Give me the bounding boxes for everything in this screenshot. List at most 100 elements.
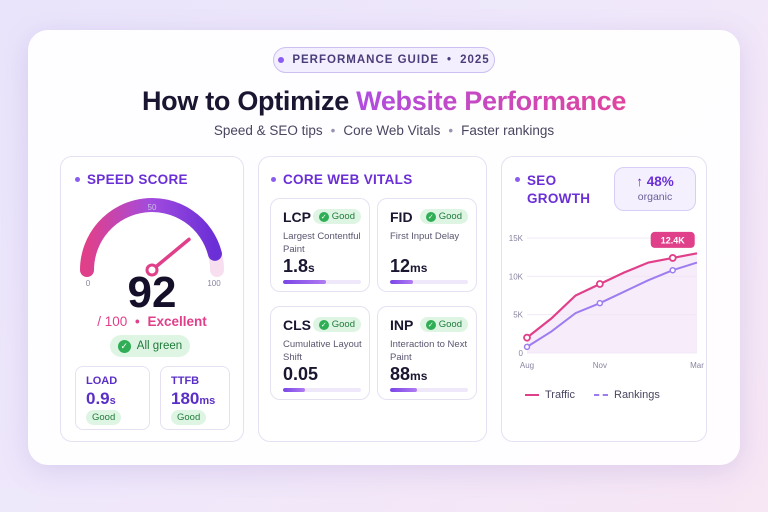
traffic-line: [526, 252, 698, 339]
vital-number: 12: [390, 256, 411, 276]
score-rating-text: Excellent: [147, 314, 207, 329]
vital-card-cls: CLS ✓ Good Cumulative Layout Shift 0.05: [270, 306, 370, 400]
traffic-point: [523, 333, 531, 342]
load-status-badge: Good: [86, 410, 122, 425]
rankings-point: [523, 343, 531, 351]
vital-progress-bar: [283, 388, 361, 392]
load-unit: s: [109, 395, 116, 407]
ttfb-number: 180: [171, 389, 200, 408]
vital-progress-fill: [390, 280, 414, 284]
core-web-vitals-title: CORE WEB VITALS: [271, 172, 413, 187]
speed-score-title-text: SPEED SCORE: [87, 172, 188, 187]
vital-description: Cumulative Layout Shift: [283, 339, 362, 363]
gauge-hub: [145, 263, 159, 277]
vital-progress-fill: [390, 388, 418, 392]
organic-growth-badge: ↑ 48% organic: [614, 167, 696, 211]
x-tick-label: Nov: [593, 361, 607, 370]
check-icon: ✓: [318, 319, 329, 330]
check-icon: ✓: [425, 211, 436, 222]
pill-year: 2025: [460, 54, 490, 66]
vital-status-badge: ✓ Good: [312, 209, 361, 224]
speed-gauge: 50 0 100: [80, 198, 224, 288]
ttfb-label: TTFB: [171, 375, 200, 387]
title-dot-icon: [515, 177, 520, 182]
organic-change-value: 48%: [646, 174, 674, 189]
vital-value: 88ms: [390, 364, 427, 385]
seo-growth-title: SEO GROWTH: [515, 172, 590, 208]
title-accent: Website Performance: [356, 86, 627, 116]
arrow-up-icon: ↑: [636, 174, 643, 189]
vital-name: INP: [390, 317, 414, 333]
vital-card-inp: INP ✓ Good Interaction to Next Paint 88ms: [377, 306, 477, 400]
vital-progress-bar: [283, 280, 361, 284]
load-label: LOAD: [86, 375, 118, 387]
speed-score-rating: / 100 • Excellent: [97, 314, 207, 329]
seo-title-line2: GROWTH: [527, 191, 591, 206]
subtitle-item: Speed & SEO tips: [213, 123, 323, 138]
vital-status-text: Good: [438, 211, 462, 222]
y-tick-label: 10K: [509, 272, 524, 281]
pill-label: PERFORMANCE GUIDE: [292, 54, 440, 66]
subtitle-item: Faster rankings: [461, 123, 555, 138]
gauge-max-label: 100: [207, 279, 221, 288]
title-plain: How to Optimize: [141, 86, 357, 116]
x-tick-label: Aug: [520, 361, 534, 370]
traffic-point: [668, 254, 677, 262]
core-web-vitals-title-text: CORE WEB VITALS: [283, 172, 413, 187]
vital-number: 1.8: [283, 256, 309, 276]
vital-status-badge: ✓ Good: [312, 317, 361, 332]
vital-card-lcp: LCP ✓ Good Largest Contentful Paint 1.8s: [270, 198, 370, 292]
legend-traffic: Traffic: [525, 389, 575, 401]
vital-description: Interaction to Next Paint: [390, 339, 468, 363]
ttfb-metric-card: TTFB 180ms Good: [160, 366, 230, 430]
ttfb-status-badge: Good: [171, 410, 207, 425]
seo-title-line1: SEO: [527, 173, 557, 188]
gauge-fill: [80, 198, 222, 277]
vital-description: First Input Delay: [390, 231, 460, 242]
check-icon: ✓: [318, 211, 329, 222]
seo-title-text: SEO GROWTH: [527, 172, 590, 208]
category-pill: PERFORMANCE GUIDE • 2025: [273, 47, 495, 73]
vital-unit: ms: [410, 369, 428, 383]
vital-progress-fill: [283, 280, 326, 284]
vital-unit: s: [308, 261, 315, 275]
ttfb-unit: ms: [199, 395, 216, 407]
gauge-needle: [150, 237, 191, 272]
vital-unit: ms: [410, 261, 428, 275]
y-tick-label: 5K: [513, 311, 523, 320]
vital-number: 0.05: [283, 364, 319, 384]
check-icon: ✓: [117, 339, 131, 353]
rankings-point: [596, 299, 604, 307]
vital-status-badge: ✓ Good: [419, 209, 468, 224]
vital-status-text: Good: [438, 319, 462, 330]
pill-dot-icon: [278, 57, 285, 63]
vital-status-text: Good: [331, 211, 355, 222]
rankings-point: [669, 266, 676, 274]
vital-name: CLS: [283, 317, 311, 333]
y-tick-label: 15K: [509, 234, 524, 243]
seo-growth-chart: 0 5K 10K 15K Aug Nov Mar 12.4K: [509, 231, 704, 370]
vital-card-fid: FID ✓ Good First Input Delay 12ms: [377, 198, 477, 292]
speed-score-value: 92: [127, 268, 177, 317]
vital-value: 12ms: [390, 256, 427, 277]
load-value: 0.9s: [86, 389, 116, 409]
vital-progress-bar: [390, 388, 468, 392]
vital-value: 1.8s: [283, 256, 315, 277]
organic-change: ↑ 48%: [615, 174, 695, 189]
gauge-min-label: 0: [86, 279, 91, 288]
subtitle-item: Core Web Vitals: [343, 123, 441, 138]
traffic-legend-label: Traffic: [545, 389, 575, 401]
pill-separator: •: [447, 54, 453, 66]
vital-progress-fill: [283, 388, 305, 392]
page-title: How to Optimize Website Performance: [0, 86, 768, 117]
traffic-legend-swatch: [525, 394, 539, 396]
x-tick-label: Mar: [690, 361, 704, 370]
legend-rankings: Rankings: [594, 389, 660, 401]
vital-name: LCP: [283, 209, 311, 225]
load-number: 0.9: [86, 389, 110, 408]
load-metric-card: LOAD 0.9s Good: [75, 366, 150, 430]
all-green-badge: ✓ All green: [110, 335, 190, 357]
check-icon: ✓: [425, 319, 436, 330]
gauge-mid-label: 50: [148, 203, 157, 212]
rankings-line: [526, 261, 698, 348]
